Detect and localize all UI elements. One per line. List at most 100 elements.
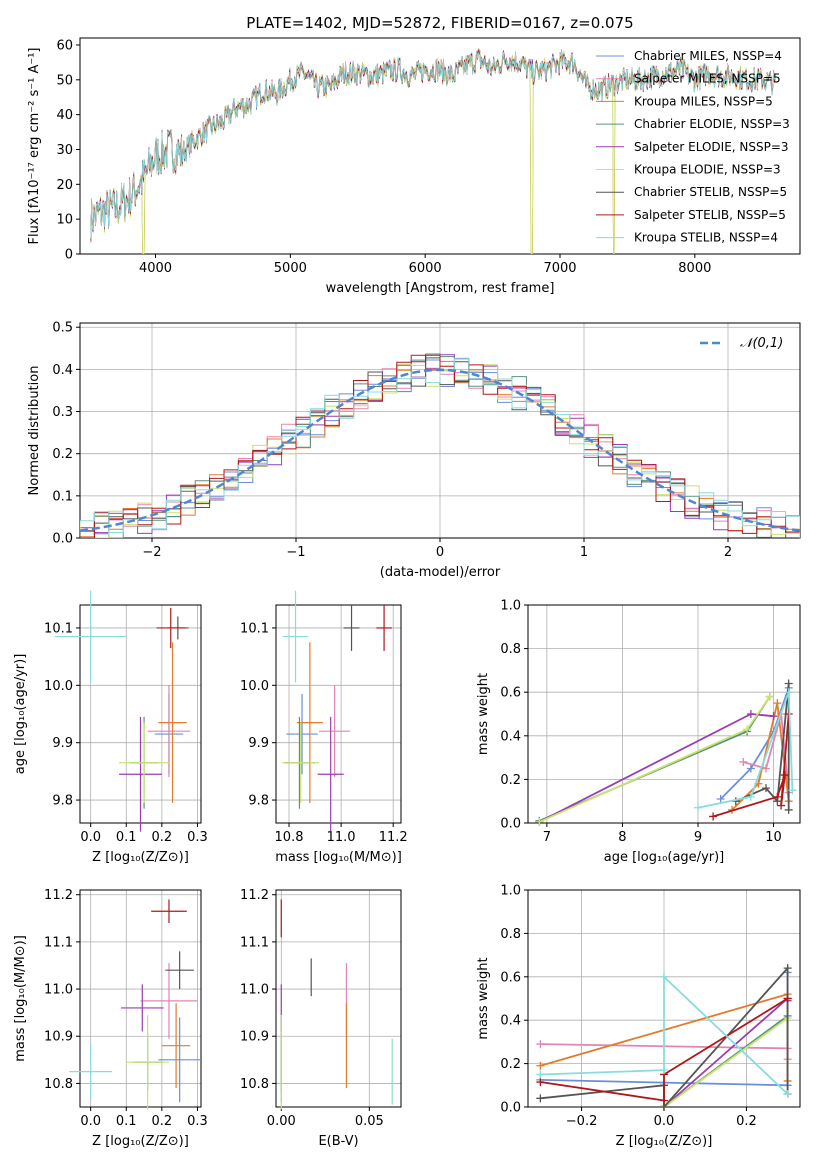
legend-label: Chabrier STELIB, NSSP=5: [634, 185, 787, 199]
weight-marker: [788, 786, 797, 795]
y-tick-label: 11.2: [240, 888, 269, 903]
y-tick-label: 0.4: [500, 1014, 521, 1029]
weight-marker: [536, 1094, 545, 1103]
y-tick-label: 1.0: [500, 884, 521, 899]
axes-z-mass: 0.0 0.1 0.2 0.3 10.8 10.9 11.0 11.1 11.2 Z [log₁₀…: [13, 888, 208, 1149]
x-tick-label: 0.2: [736, 1114, 757, 1129]
weight-marker: [709, 812, 718, 821]
y-tick-label: 10.0: [44, 679, 73, 694]
x-tick-label: 6000: [409, 261, 442, 276]
y-tick-label: 11.2: [44, 888, 73, 903]
axes-spectrum: 4000 5000 6000 7000 8000 0 10 20 30 40 50 60 wavelen…: [27, 37, 801, 296]
y-tick-label: 10.1: [44, 621, 73, 636]
y-tick-label: 11.0: [44, 983, 73, 998]
weight-marker: [660, 1066, 668, 1075]
x-tick-label: 0.3: [187, 1114, 208, 1129]
y-tick-label: 0.0: [500, 817, 521, 832]
y-tick-label: 11.0: [240, 983, 269, 998]
y-tick-label: 0.1: [52, 489, 73, 504]
y-tick-label: 10: [56, 213, 73, 228]
y-tick-label: 50: [56, 73, 73, 88]
x-tick-label: 10: [765, 830, 782, 845]
x-tick-label: 7000: [543, 261, 576, 276]
y-tick-label: 10.8: [240, 1077, 269, 1092]
y-tick-label: 11.1: [240, 935, 269, 950]
weight-marker: [773, 699, 782, 708]
y-tick-label: 9.8: [52, 794, 73, 809]
axes-frame: [275, 889, 402, 1108]
y-tick-label: 0.8: [500, 642, 521, 657]
weight-marker: [769, 712, 778, 721]
weight-marker: [783, 1089, 792, 1098]
y-tick-label: 0.2: [500, 773, 521, 788]
x-tick-label: −0.2: [566, 1114, 598, 1129]
axes-ebv-mass: 0.00 0.05 10.8 10.9 11.0 11.1 11.2 E(B-V): [240, 888, 402, 1149]
weight-marker: [784, 679, 793, 688]
legend-label: Kroupa STELIB, NSSP=4: [634, 231, 778, 245]
y-tick-label: 0.2: [52, 447, 73, 462]
axes-frame: [79, 37, 801, 255]
legend: Chabrier MILES, NSSP=4 Salpeter MILES, NS…: [596, 49, 790, 245]
axes-frame: [527, 604, 801, 824]
y-tick-label: 0.4: [500, 729, 521, 744]
x-tick-label: 2: [724, 545, 732, 560]
x-tick-label: 1: [580, 545, 588, 560]
x-tick-label: 11.0: [327, 830, 356, 845]
weight-marker: [660, 972, 668, 981]
axes-frame: [275, 604, 402, 824]
x-tick-label: −1: [286, 545, 305, 560]
y-tick-label: 10.1: [240, 621, 269, 636]
weight-line-8: [697, 691, 794, 809]
y-tick-label: 10.9: [240, 1030, 269, 1045]
legend-label: Chabrier MILES, NSSP=4: [634, 49, 782, 63]
legend-label: Salpeter MILES, NSSP=5: [634, 72, 781, 86]
x-tick-label: 0.0: [80, 1114, 101, 1129]
weight-marker: [536, 1040, 545, 1049]
x-tick-label: 0.3: [187, 830, 208, 845]
y-tick-label: 0.8: [500, 927, 521, 942]
y-tick-label: 0.5: [52, 321, 73, 336]
spectrum-series-7: [90, 49, 776, 242]
x-tick-label: −2: [142, 545, 161, 560]
x-tick-label: 5000: [274, 261, 307, 276]
legend-label: Salpeter STELIB, NSSP=5: [634, 208, 786, 222]
x-axis-label: age [log₁₀(age/yr)]: [604, 850, 725, 865]
normal-curve: [79, 368, 801, 532]
weight-marker: [762, 764, 770, 773]
x-tick-label: 0.0: [654, 1114, 675, 1129]
y-tick-label: 1.0: [500, 599, 521, 614]
y-tick-label: 10.9: [44, 1030, 73, 1045]
hist-series-8: [80, 357, 800, 538]
x-tick-label: 4000: [139, 261, 172, 276]
legend-label: Kroupa MILES, NSSP=5: [634, 94, 773, 108]
x-tick-label: 0.1: [116, 830, 137, 845]
y-axis-label: Flux [fλ10⁻¹⁷ erg cm⁻² s⁻¹ A⁻¹]: [27, 48, 42, 245]
axes-z-weight: −0.2 0.0 0.2 0.0 0.2 0.4 0.6 0.8 1.0 Z [log₁₀(Z/Z…: [476, 884, 801, 1149]
y-axis-label: age [log₁₀(age/yr)]: [13, 654, 28, 775]
x-tick-label: 0.2: [152, 1114, 173, 1129]
weight-marker: [746, 764, 755, 773]
weight-marker: [746, 710, 755, 718]
chart-title: PLATE=1402, MJD=52872, FIBERID=0167, z=0…: [246, 14, 633, 32]
weight-marker: [784, 688, 793, 697]
hist-series-7: [80, 354, 800, 538]
x-tick-label: 0.00: [267, 1114, 296, 1129]
x-tick-label: 10.8: [275, 830, 304, 845]
weight-marker: [535, 817, 544, 826]
x-tick-label: 0.0: [80, 830, 101, 845]
y-tick-label: 20: [56, 178, 73, 193]
axes-age-weight: 7 8 9 10 0.0 0.2 0.4 0.6 0.8 1.0 age [log₁₀(age/yr…: [476, 599, 801, 865]
weight-marker: [743, 725, 752, 734]
axes-residuals: −2 −1 0 1 2 0.0 0.1 0.2 0.3 0.4 0.5 (data-model)/er…: [27, 321, 801, 580]
x-axis-label: (data-model)/error: [380, 565, 501, 580]
weight-marker: [777, 801, 786, 810]
x-tick-label: 0.1: [116, 1114, 137, 1129]
x-tick-label: 0.2: [152, 830, 173, 845]
weight-marker: [536, 1070, 545, 1079]
weight-marker: [746, 792, 755, 801]
y-tick-label: 10.0: [240, 679, 269, 694]
y-tick-label: 40: [56, 108, 73, 123]
y-tick-label: 60: [56, 38, 73, 53]
weight-marker: [716, 795, 725, 804]
legend-label: 𝒩(0,1): [740, 336, 783, 351]
